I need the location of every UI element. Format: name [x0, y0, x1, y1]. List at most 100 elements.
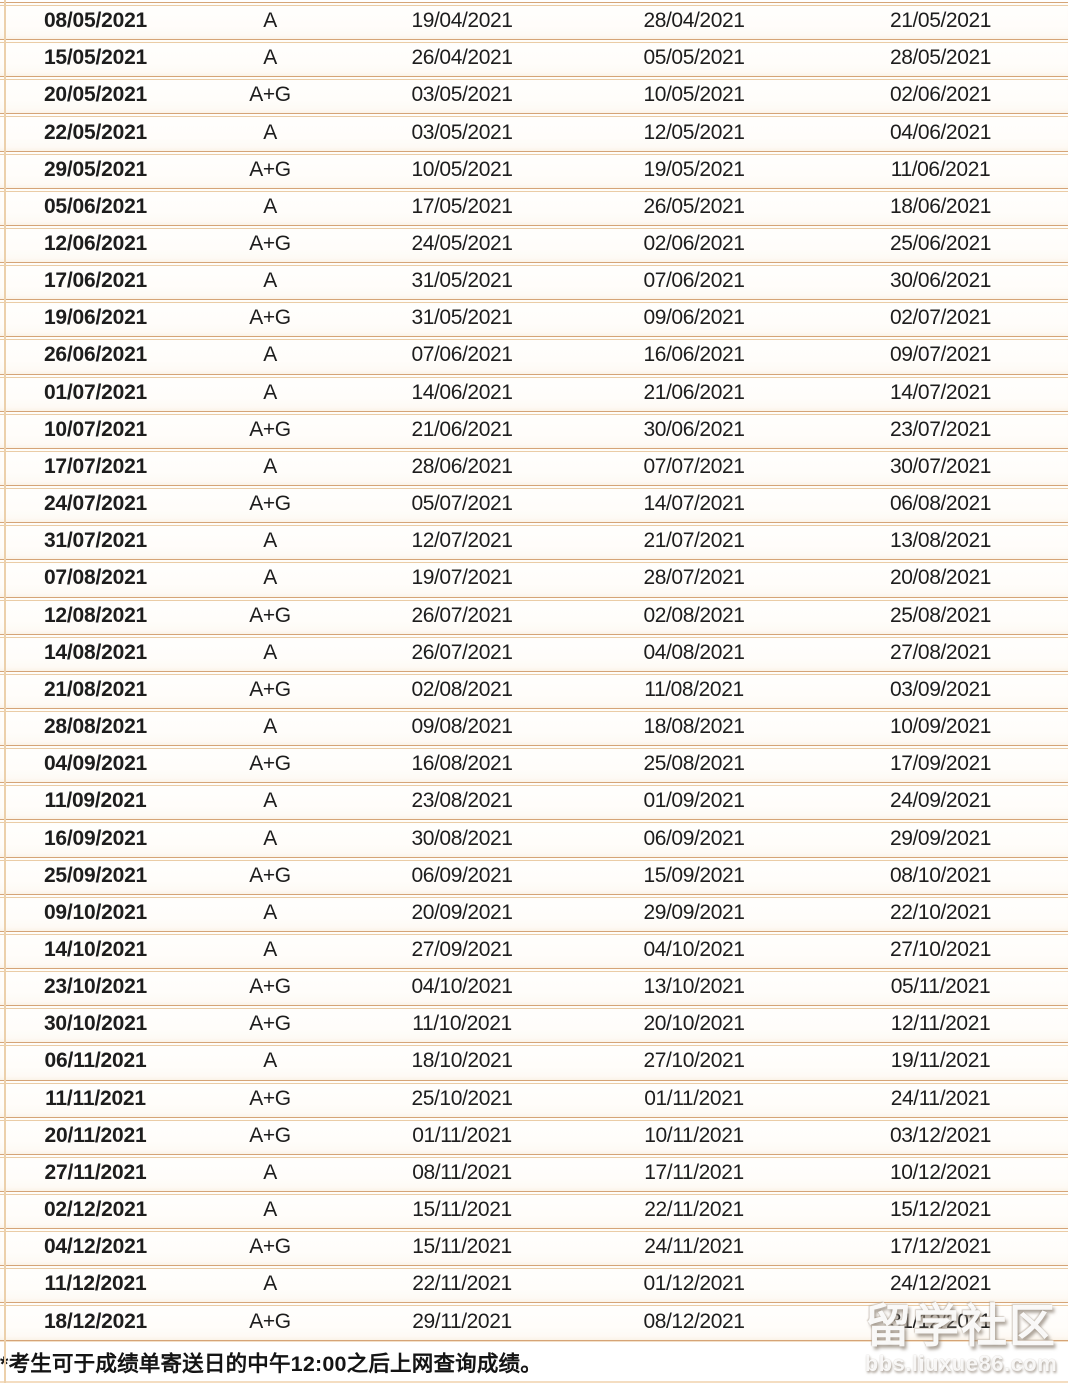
exam-date-cell: 17/06/2021	[43, 269, 148, 293]
registration-date-cell: 25/10/2021	[411, 1086, 513, 1110]
result-date-cell: 15/12/2021	[889, 1198, 992, 1222]
confirmation-date-cell: 13/10/2021	[643, 975, 745, 999]
module-cell: A	[263, 454, 277, 478]
exam-date-cell: 08/05/2021	[43, 9, 148, 33]
registration-date-cell: 16/08/2021	[411, 752, 513, 776]
result-date-cell: 24/11/2021	[890, 1086, 991, 1110]
registration-date-cell: 03/05/2021	[411, 83, 513, 107]
exam-date-cell: 30/10/2021	[43, 1012, 148, 1036]
exam-date-cell: 05/06/2021	[43, 194, 148, 218]
confirmation-date-cell: 29/09/2021	[643, 900, 745, 924]
module-cell: A+G	[249, 863, 291, 887]
confirmation-date-cell: 21/07/2021	[643, 529, 745, 553]
table-row: 28/08/2021 A 09/08/2021 18/08/2021 10/09…	[0, 707, 1068, 746]
exam-date-cell: 14/08/2021	[43, 640, 148, 664]
exam-date-cell: 06/11/2021	[44, 1049, 147, 1073]
result-date-cell: 23/07/2021	[889, 417, 992, 441]
exam-date-cell: 12/06/2021	[43, 232, 148, 256]
registration-date-cell: 07/06/2021	[411, 343, 513, 367]
module-cell: A+G	[249, 417, 291, 441]
module-cell: A	[263, 640, 277, 664]
result-date-cell: 10/12/2021	[889, 1160, 992, 1184]
confirmation-date-cell: 21/06/2021	[643, 380, 745, 404]
result-date-cell: 24/12/2021	[889, 1272, 992, 1296]
registration-date-cell: 04/10/2021	[411, 975, 513, 999]
module-cell: A	[263, 900, 277, 924]
result-date-cell: 27/10/2021	[889, 937, 992, 961]
table-row: 16/09/2021 A 30/08/2021 06/09/2021 29/09…	[0, 819, 1068, 857]
table-row: 23/10/2021 A+G 04/10/2021 13/10/2021 05/…	[0, 968, 1068, 1006]
result-date-cell: 08/10/2021	[889, 863, 992, 887]
table-row: 30/10/2021 A+G 11/10/2021 20/10/2021 12/…	[0, 1005, 1068, 1043]
exam-date-cell: 24/07/2021	[43, 492, 148, 516]
table-row: 17/07/2021 A 28/06/2021 07/07/2021 30/07…	[0, 447, 1068, 486]
confirmation-date-cell: 04/08/2021	[643, 640, 745, 664]
confirmation-date-cell: 02/06/2021	[643, 232, 745, 256]
module-cell: A	[263, 9, 277, 33]
table-row: 26/06/2021 A 07/06/2021 16/06/2021 09/07…	[0, 336, 1068, 374]
exam-date-cell: 31/07/2021	[43, 529, 148, 553]
table-row: 22/05/2021 A 03/05/2021 12/05/2021 04/06…	[0, 113, 1068, 151]
confirmation-date-cell: 17/11/2021	[644, 1160, 744, 1184]
result-date-cell: 05/11/2021	[890, 975, 991, 999]
module-cell: A	[263, 789, 277, 813]
module-cell: A+G	[249, 1012, 291, 1036]
confirmation-date-cell: 20/10/2021	[643, 1012, 745, 1036]
exam-date-cell: 07/08/2021	[43, 566, 148, 590]
module-cell: A	[263, 46, 277, 70]
result-date-cell: 25/08/2021	[889, 603, 992, 627]
exam-date-cell: 14/10/2021	[43, 937, 148, 961]
module-cell: A+G	[249, 157, 291, 181]
result-date-cell: 30/06/2021	[889, 269, 992, 293]
exam-date-cell: 28/08/2021	[43, 715, 148, 739]
exam-date-cell: 25/09/2021	[43, 863, 148, 887]
result-date-cell: 13/08/2021	[889, 529, 992, 553]
exam-date-cell: 16/09/2021	[43, 826, 148, 850]
confirmation-date-cell: 07/07/2021	[643, 454, 745, 478]
confirmation-date-cell: 06/09/2021	[643, 826, 745, 850]
registration-date-cell: 29/11/2021	[412, 1309, 512, 1333]
table-row: 06/11/2021 A 18/10/2021 27/10/2021 19/11…	[0, 1042, 1068, 1080]
confirmation-date-cell: 19/05/2021	[643, 157, 745, 181]
module-cell: A	[263, 343, 277, 367]
module-cell: A+G	[249, 492, 291, 516]
registration-date-cell: 23/08/2021	[411, 789, 513, 813]
result-date-cell: 14/07/2021	[889, 380, 992, 404]
result-date-cell: 21/05/2021	[889, 9, 992, 33]
registration-date-cell: 24/05/2021	[411, 232, 513, 256]
exam-date-cell: 11/09/2021	[44, 789, 147, 813]
table-row: 24/07/2021 A+G 05/07/2021 14/07/2021 06/…	[0, 485, 1068, 523]
exam-date-cell: 20/05/2021	[43, 83, 148, 107]
exam-date-cell: 21/08/2021	[43, 677, 148, 701]
confirmation-date-cell: 07/06/2021	[643, 269, 745, 293]
result-date-cell: 17/09/2021	[889, 752, 992, 776]
module-cell: A	[263, 1198, 277, 1222]
module-cell: A	[263, 1160, 277, 1184]
table-row: 11/09/2021 A 23/08/2021 01/09/2021 24/09…	[0, 782, 1068, 820]
exam-date-cell: 02/12/2021	[43, 1198, 148, 1222]
exam-date-cell: 18/12/2021	[43, 1309, 148, 1333]
module-cell: A	[263, 826, 277, 850]
registration-date-cell: 17/05/2021	[411, 194, 513, 218]
result-date-cell: 03/12/2021	[889, 1123, 992, 1147]
registration-date-cell: 09/08/2021	[411, 715, 513, 739]
confirmation-date-cell: 14/07/2021	[643, 492, 745, 516]
registration-date-cell: 27/09/2021	[411, 937, 513, 961]
registration-date-cell: 19/04/2021	[411, 9, 513, 33]
exam-date-cell: 19/06/2021	[43, 306, 148, 330]
module-cell: A+G	[249, 1086, 291, 1110]
exam-date-cell: 15/05/2021	[43, 46, 148, 70]
confirmation-date-cell: 18/08/2021	[643, 715, 745, 739]
table-row: 02/12/2021 A 15/11/2021 22/11/2021 15/12…	[0, 1191, 1068, 1229]
confirmation-date-cell: 24/11/2021	[644, 1235, 744, 1259]
module-cell: A	[263, 120, 277, 144]
confirmation-date-cell: 01/11/2021	[644, 1086, 744, 1110]
confirmation-date-cell: 27/10/2021	[643, 1049, 745, 1073]
exam-date-cell: 10/07/2021	[43, 417, 148, 441]
table-row: 10/07/2021 A+G 21/06/2021 30/06/2021 23/…	[0, 410, 1068, 448]
table-row: 20/11/2021 A+G 01/11/2021 10/11/2021 03/…	[0, 1116, 1068, 1154]
module-cell: A	[263, 937, 277, 961]
result-date-cell: 24/09/2021	[889, 789, 992, 813]
table-row: 29/05/2021 A+G 10/05/2021 19/05/2021 11/…	[0, 150, 1068, 188]
